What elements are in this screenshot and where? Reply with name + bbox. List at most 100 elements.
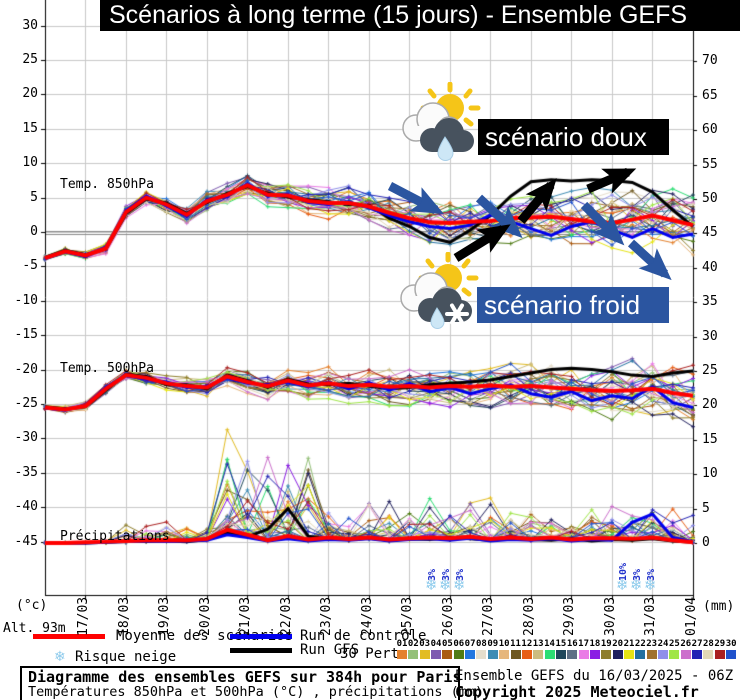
right-axis-tick-label: 45	[702, 225, 718, 241]
pert-number-label: 19	[600, 639, 612, 649]
pert-color-swatch	[658, 650, 669, 659]
left-axis-tick-label: -10	[14, 292, 38, 308]
x-axis-date-label: 29/03	[562, 596, 578, 636]
x-axis-date-label: 18/03	[116, 596, 132, 636]
pert-color-swatch	[589, 650, 600, 659]
right-axis-tick-label: 0	[702, 535, 710, 550]
pert-color-swatch	[476, 650, 487, 659]
right-axis-tick-label: 65	[702, 87, 718, 103]
pert-color-swatch	[692, 650, 703, 659]
pert-number-label: 04	[430, 639, 442, 649]
pert-color-swatch	[431, 650, 442, 659]
pert-number-label: 08	[476, 639, 487, 649]
snow-risk-flake-icon: ❄	[425, 576, 438, 594]
snow-risk-percent-label: 3%	[646, 568, 657, 581]
pert-color-swatch	[453, 650, 464, 659]
pert-number-label: 17	[578, 639, 590, 649]
pert-number-label: 29	[714, 639, 726, 649]
snow-risk-flake-icon: ❄	[630, 576, 643, 594]
legend-gfs-label: Run GFS	[300, 642, 360, 658]
pert-number-label: 13	[532, 639, 544, 649]
x-axis-date-label: 25/03	[400, 596, 416, 636]
pert-color-swatch	[499, 650, 510, 659]
snow-risk-flake-icon: ❄	[453, 576, 466, 594]
right-axis-tick-label: 30	[702, 328, 718, 344]
x-axis-date-label: 20/03	[197, 596, 213, 636]
page-title: Scénarios à long terme (15 jours) - Ense…	[100, 0, 740, 31]
x-axis-date-label: 19/03	[157, 596, 173, 636]
section-label-500hpa: Temp. 500hPa	[60, 361, 154, 376]
pert-color-swatch	[567, 650, 578, 659]
pert-color-swatch	[612, 650, 623, 659]
pert-color-swatch	[703, 650, 714, 659]
pert-color-swatch	[624, 650, 634, 659]
pert-number-label: 22	[634, 639, 646, 649]
pert-number-label: 26	[680, 639, 692, 649]
left-axis-tick-label: 20	[22, 86, 38, 102]
snow-risk-flake-icon: ❄	[439, 576, 452, 594]
legend-control-label: Run de contrôle	[300, 628, 427, 644]
pert-color-swatch	[726, 650, 737, 659]
diagram-info-box: Diagramme des ensembles GEFS sur 384h po…	[20, 666, 484, 700]
left-axis-tick-label: 30	[22, 17, 38, 33]
pert-number-label: 12	[521, 639, 533, 649]
pert-number-label: 28	[703, 639, 714, 649]
altitude-label: Alt. 93m	[3, 621, 66, 636]
right-axis-tick-label: 40	[702, 259, 718, 275]
right-axis-tick-label: 5	[702, 500, 710, 516]
snowflake-icon: ❄	[54, 649, 66, 665]
left-axis-tick-label: 15	[22, 120, 38, 136]
diagram-subtitle: Températures 850hPa et 500hPa (°C) , pré…	[28, 684, 484, 700]
left-axis-tick-label: -25	[14, 396, 38, 411]
pert-color-swatch	[544, 650, 555, 659]
pert-number-label: 11	[510, 639, 521, 649]
right-axis-tick-label: 60	[702, 122, 718, 138]
pert-number-label: 06	[453, 639, 465, 649]
pert-color-swatch	[578, 650, 589, 659]
section-label-850hpa: Temp. 850hPa	[60, 177, 154, 192]
x-axis-date-label: 21/03	[238, 596, 254, 636]
snow-risk-percent-label: 10%	[618, 562, 629, 581]
pert-number-label: 10	[498, 639, 510, 649]
pert-number-label: 09	[487, 639, 499, 649]
pert-number-label: 02	[407, 639, 419, 649]
pert-number-label: 27	[691, 639, 703, 649]
partly-cloudy-rain-icon	[402, 82, 481, 161]
scenario-doux-label: scénario doux	[478, 119, 669, 155]
pert-color-swatch	[397, 650, 407, 659]
snow-risk-percent-label: 3%	[427, 568, 438, 581]
right-axis-tick-label: 70	[702, 53, 718, 69]
pert-color-swatch	[510, 650, 521, 659]
pert-number-label: 07	[464, 639, 476, 649]
pert-color-swatch	[669, 650, 680, 659]
x-axis-date-label: 17/03	[76, 596, 91, 636]
pert-number-label: 18	[589, 639, 601, 649]
pert-number-label: 14	[544, 639, 555, 649]
snow-risk-flake-icon: ❄	[616, 576, 629, 594]
mean-line-swatch	[33, 634, 105, 639]
pert-number-label: 03	[419, 639, 431, 649]
right-axis-tick-label: 10	[702, 466, 718, 482]
pert-color-swatch	[635, 650, 646, 659]
x-axis-date-label: 22/03	[278, 596, 294, 636]
left-axis-tick-label: -15	[14, 327, 38, 343]
pert-number-label: 20	[612, 639, 624, 649]
x-axis-date-label: 24/03	[359, 596, 375, 636]
scenario-froid-label: scénario froid	[477, 287, 669, 323]
x-axis-date-label: 31/03	[643, 596, 659, 636]
gfs-line-swatch	[230, 648, 292, 653]
right-axis-tick-label: 20	[702, 397, 718, 413]
x-axis-date-label: 30/03	[602, 596, 618, 636]
pert-color-swatch	[487, 650, 498, 659]
left-axis-tick-label: -35	[14, 464, 38, 480]
left-axis-tick-label: 5	[30, 189, 38, 205]
left-axis-tick-label: -20	[14, 361, 38, 377]
pert-number-label: 24	[657, 639, 669, 649]
legend-snow-label: Risque neige	[75, 649, 177, 665]
pert-number-label: 01	[396, 639, 408, 649]
left-axis-tick-label: -45	[14, 533, 38, 549]
pert-color-swatch	[601, 650, 612, 659]
pert-number-label: 16	[566, 639, 578, 649]
